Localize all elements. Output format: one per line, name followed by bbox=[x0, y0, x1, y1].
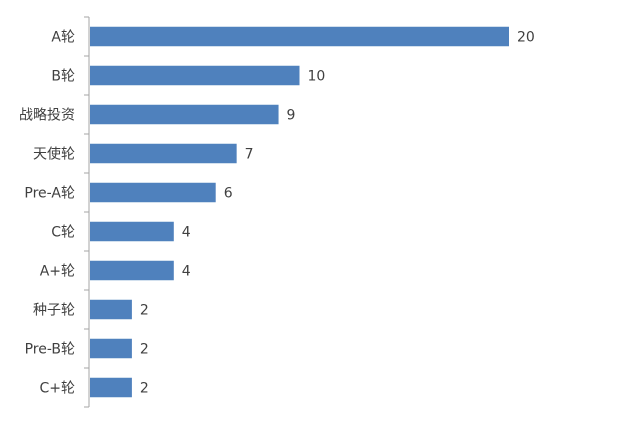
bar-8 bbox=[90, 338, 132, 359]
bars-layer bbox=[90, 26, 509, 398]
bar-3 bbox=[90, 143, 237, 164]
bar-0 bbox=[90, 26, 509, 47]
bar-6 bbox=[90, 260, 174, 281]
data-label: 20 bbox=[517, 30, 535, 46]
category-label: C轮 bbox=[51, 225, 75, 241]
category-label: 战略投资 bbox=[19, 108, 75, 124]
data-label: 4 bbox=[182, 225, 191, 241]
bar-5 bbox=[90, 221, 174, 242]
category-label: C+轮 bbox=[39, 381, 75, 397]
data-label: 9 bbox=[287, 108, 296, 124]
category-label: Pre-B轮 bbox=[25, 342, 75, 358]
data-label: 2 bbox=[140, 381, 149, 397]
category-label: Pre-A轮 bbox=[24, 186, 75, 202]
data-label: 10 bbox=[308, 69, 326, 85]
category-axis bbox=[84, 16, 90, 408]
data-label: 7 bbox=[245, 147, 254, 163]
category-label: A轮 bbox=[51, 30, 75, 46]
category-label: 天使轮 bbox=[33, 146, 75, 163]
category-label: 种子轮 bbox=[33, 303, 75, 319]
bar-1 bbox=[90, 65, 300, 86]
bar-9 bbox=[90, 377, 132, 398]
data-label: 4 bbox=[182, 264, 191, 280]
category-label: A+轮 bbox=[40, 264, 75, 280]
data-label: 6 bbox=[224, 186, 233, 202]
data-label: 2 bbox=[140, 303, 149, 319]
bar-7 bbox=[90, 299, 132, 320]
category-label: B轮 bbox=[51, 69, 75, 85]
labels-layer: A轮 20 B轮 10 战略投资 9 天使轮 7 Pre-A轮 6 C轮 4 A+轮 4 种子轮 2 Pre-B… bbox=[19, 30, 535, 397]
bar-2 bbox=[90, 104, 279, 125]
bar-4 bbox=[90, 182, 216, 203]
data-label: 2 bbox=[140, 342, 149, 358]
